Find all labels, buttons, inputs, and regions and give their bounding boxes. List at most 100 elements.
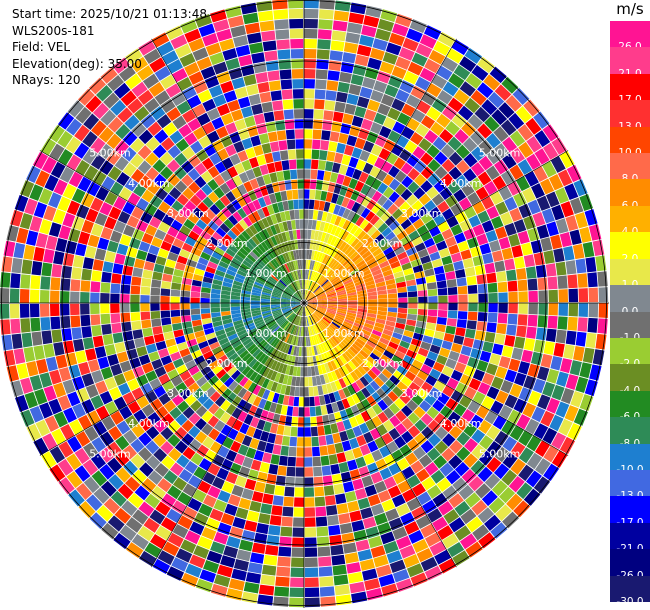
range-gate-cell <box>341 325 351 332</box>
range-gate-cell <box>341 230 350 241</box>
range-gate-cell <box>337 81 350 93</box>
range-gate-cell <box>180 290 191 298</box>
range-gate-cell <box>306 291 312 300</box>
range-gate-cell <box>66 118 83 136</box>
range-gate-cell <box>252 428 263 440</box>
range-gate-cell <box>416 370 429 381</box>
range-gate-cell <box>316 334 322 344</box>
range-gate-cell <box>223 362 234 373</box>
range-gate-cell <box>373 554 389 568</box>
range-gate-cell <box>273 270 282 279</box>
range-gate-cell <box>471 65 489 82</box>
range-gate-cell <box>495 226 508 240</box>
range-gate-cell <box>486 149 501 165</box>
range-gate-cell <box>308 376 313 387</box>
range-gate-cell <box>513 398 527 414</box>
range-gate-cell <box>527 227 540 242</box>
range-gate-cell <box>101 522 119 540</box>
range-gate-cell <box>145 137 160 152</box>
range-gate-cell <box>377 289 387 296</box>
range-gate-cell <box>455 417 469 431</box>
range-gate-cell <box>457 353 470 365</box>
range-gate-cell <box>41 156 57 174</box>
range-gate-cell <box>314 261 320 272</box>
range-gate-cell <box>256 323 266 330</box>
range-gate-cell <box>337 304 348 308</box>
range-gate-cell <box>320 278 328 286</box>
range-gate-cell <box>220 555 236 568</box>
range-gate-cell <box>33 437 49 456</box>
range-gate-cell <box>331 473 343 485</box>
range-gate-cell <box>492 250 504 262</box>
range-gate-cell <box>262 287 273 293</box>
range-gate-cell <box>78 501 96 519</box>
range-gate-cell <box>533 252 545 266</box>
range-gate-cell <box>184 132 198 146</box>
range-gate-cell <box>324 341 331 351</box>
range-gate-cell <box>338 300 348 303</box>
range-gate-cell <box>314 273 321 283</box>
range-gate-cell <box>255 363 264 373</box>
range-gate-cell <box>317 306 327 311</box>
range-gate-cell <box>251 310 261 315</box>
range-gate-cell <box>328 301 338 303</box>
range-gate-cell <box>166 107 182 122</box>
range-gate-cell <box>209 203 221 216</box>
range-gate-cell <box>272 203 280 214</box>
range-gate-cell <box>50 277 61 291</box>
range-gate-cell <box>217 564 233 578</box>
range-gate-cell <box>277 317 286 324</box>
range-gate-cell <box>373 325 384 333</box>
range-gate-cell <box>308 316 313 326</box>
range-gate-cell <box>200 303 210 309</box>
range-gate-cell <box>508 112 525 130</box>
range-gate-cell <box>314 89 326 100</box>
range-gate-cell <box>260 269 270 278</box>
range-gate-cell <box>385 508 400 522</box>
range-gate-cell <box>366 199 377 211</box>
range-gate-cell <box>124 476 141 492</box>
range-gate-cell <box>182 146 196 160</box>
range-gate-cell <box>171 394 184 407</box>
range-gate-cell <box>276 268 284 277</box>
range-gate-cell <box>401 103 416 117</box>
range-gate-cell <box>287 241 293 251</box>
range-gate-cell <box>195 219 208 230</box>
range-gate-cell <box>366 287 377 293</box>
range-gate-cell <box>304 547 318 558</box>
range-gate-cell <box>289 386 296 396</box>
range-gate-cell <box>238 332 249 340</box>
range-gate-cell <box>102 334 114 346</box>
range-gate-cell <box>305 306 310 316</box>
range-gate-cell <box>236 196 247 208</box>
range-gate-cell <box>114 507 131 524</box>
range-gate-cell <box>298 316 302 326</box>
range-gate-cell <box>306 326 310 337</box>
range-gate-cell <box>294 239 299 250</box>
range-gate-cell <box>447 286 458 295</box>
range-gate-cell <box>134 258 145 269</box>
range-gate-cell <box>479 350 492 363</box>
range-gate-cell <box>369 166 381 178</box>
range-gate-cell <box>538 303 548 316</box>
range-gate-cell <box>285 287 294 295</box>
range-gate-cell <box>294 315 299 325</box>
range-gate-cell <box>357 549 373 562</box>
range-gate-cell <box>307 296 317 302</box>
range-gate-cell <box>436 280 447 289</box>
range-gate-cell <box>275 29 290 40</box>
range-gate-cell <box>48 398 63 415</box>
range-gate-cell <box>60 423 75 441</box>
range-gate-cell <box>319 277 327 286</box>
range-gate-cell <box>282 395 290 406</box>
range-gate-cell <box>140 286 151 295</box>
range-gate-cell <box>158 201 171 214</box>
range-gate-cell <box>261 253 270 263</box>
range-gate-cell <box>304 289 307 300</box>
range-gate-cell <box>393 157 406 170</box>
range-gate-cell <box>333 483 345 495</box>
range-gate-cell <box>538 290 548 303</box>
range-gate-cell <box>154 129 169 144</box>
range-gate-cell <box>292 406 299 417</box>
range-gate-cell <box>341 243 351 253</box>
